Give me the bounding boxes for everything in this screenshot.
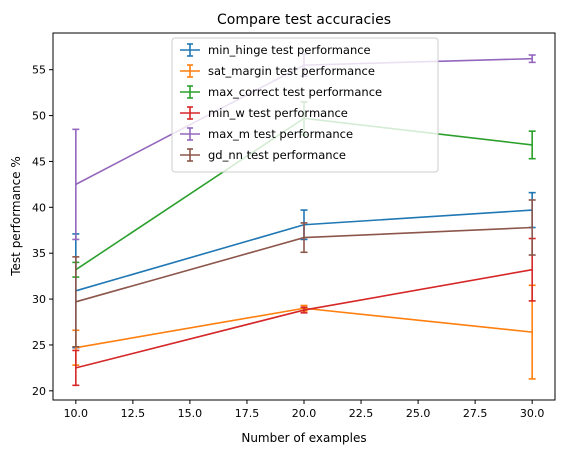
legend-entry: sat_margin test performance xyxy=(180,64,375,78)
y-tick-label: 30 xyxy=(32,293,46,306)
legend-label: max_m test performance xyxy=(208,127,353,141)
x-tick-label: 17.5 xyxy=(235,407,260,420)
legend: min_hinge test performance sat_margin tes… xyxy=(172,38,438,172)
x-tick-label: 25.0 xyxy=(406,407,431,420)
x-tick-label: 10.0 xyxy=(64,407,89,420)
series-1 xyxy=(72,285,535,379)
x-tick-label: 20.0 xyxy=(292,407,317,420)
y-axis-label: Test performance % xyxy=(9,156,23,277)
x-tick-label: 12.5 xyxy=(121,407,146,420)
legend-label: gd_nn test performance xyxy=(208,148,346,162)
series-line xyxy=(76,308,532,347)
y-tick-label: 50 xyxy=(32,110,46,123)
x-tick-label: 22.5 xyxy=(349,407,374,420)
y-tick-label: 55 xyxy=(32,64,46,77)
legend-label: sat_margin test performance xyxy=(208,64,375,78)
y-tick-label: 45 xyxy=(32,155,46,168)
x-axis-label: Number of examples xyxy=(241,431,366,445)
series-3 xyxy=(72,239,535,386)
x-tick-label: 27.5 xyxy=(463,407,488,420)
y-tick-label: 25 xyxy=(32,339,46,352)
y-tick-label: 20 xyxy=(32,385,46,398)
legend-label: min_hinge test performance xyxy=(208,43,371,57)
chart-title: Compare test accuracies xyxy=(217,12,391,28)
y-tick-label: 40 xyxy=(32,201,46,214)
legend-label: min_w test performance xyxy=(208,106,348,120)
x-tick-label: 30.0 xyxy=(520,407,545,420)
legend-entry: min_hinge test performance xyxy=(180,43,371,57)
series-line xyxy=(76,270,532,368)
legend-label: max_correct test performance xyxy=(208,85,382,99)
y-axis: 20 25 30 35 40 45 50 55 xyxy=(32,64,53,398)
x-tick-label: 15.0 xyxy=(178,407,203,420)
y-tick-label: 35 xyxy=(32,247,46,260)
legend-entry: max_correct test performance xyxy=(180,85,382,99)
x-axis: 10.0 12.5 15.0 17.5 20.0 22.5 25.0 27.5 30.0 xyxy=(64,400,545,420)
